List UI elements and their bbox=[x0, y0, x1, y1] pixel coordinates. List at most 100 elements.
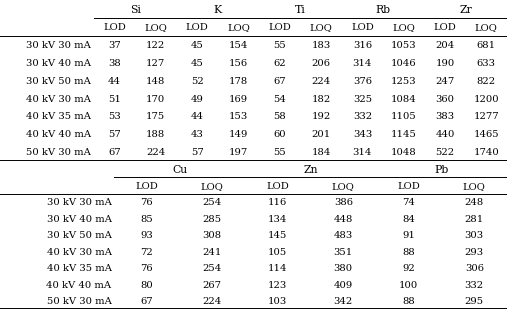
Text: 40 kV 40 mA: 40 kV 40 mA bbox=[47, 281, 112, 290]
Text: 50 kV 30 mA: 50 kV 30 mA bbox=[26, 148, 91, 157]
Text: 55: 55 bbox=[273, 148, 286, 157]
Text: 60: 60 bbox=[273, 130, 286, 139]
Text: 92: 92 bbox=[403, 264, 415, 273]
Text: 247: 247 bbox=[436, 77, 455, 86]
Text: 380: 380 bbox=[334, 264, 353, 273]
Text: 40 kV 40 mA: 40 kV 40 mA bbox=[26, 130, 91, 139]
Text: 184: 184 bbox=[311, 148, 331, 157]
Text: 241: 241 bbox=[203, 248, 222, 257]
Text: LOQ: LOQ bbox=[463, 182, 486, 191]
Text: 170: 170 bbox=[146, 95, 165, 104]
Text: 45: 45 bbox=[191, 41, 203, 50]
Text: 281: 281 bbox=[464, 215, 484, 224]
Text: 1048: 1048 bbox=[391, 148, 417, 157]
Text: 316: 316 bbox=[353, 41, 372, 50]
Text: LOQ: LOQ bbox=[392, 23, 415, 32]
Text: 332: 332 bbox=[465, 281, 484, 290]
Text: 248: 248 bbox=[464, 198, 484, 207]
Text: 343: 343 bbox=[353, 130, 372, 139]
Text: 91: 91 bbox=[403, 231, 415, 240]
Text: 62: 62 bbox=[273, 59, 286, 68]
Text: 76: 76 bbox=[140, 198, 153, 207]
Text: 100: 100 bbox=[399, 281, 418, 290]
Text: 93: 93 bbox=[140, 231, 153, 240]
Text: Pb: Pb bbox=[434, 165, 449, 175]
Text: 342: 342 bbox=[334, 297, 353, 306]
Text: 308: 308 bbox=[203, 231, 222, 240]
Text: 1200: 1200 bbox=[474, 95, 499, 104]
Text: 351: 351 bbox=[334, 248, 353, 257]
Text: 182: 182 bbox=[311, 95, 331, 104]
Text: 190: 190 bbox=[436, 59, 455, 68]
Text: 30 kV 30 mA: 30 kV 30 mA bbox=[26, 41, 91, 50]
Text: 57: 57 bbox=[191, 148, 203, 157]
Text: 105: 105 bbox=[268, 248, 287, 257]
Text: 85: 85 bbox=[140, 215, 153, 224]
Text: 72: 72 bbox=[140, 248, 153, 257]
Text: 332: 332 bbox=[353, 112, 372, 121]
Text: 30 kV 40 mA: 30 kV 40 mA bbox=[26, 59, 91, 68]
Text: 224: 224 bbox=[146, 148, 165, 157]
Text: LOQ: LOQ bbox=[227, 23, 250, 32]
Text: 156: 156 bbox=[229, 59, 248, 68]
Text: 1046: 1046 bbox=[391, 59, 417, 68]
Text: 183: 183 bbox=[311, 41, 331, 50]
Text: 303: 303 bbox=[465, 231, 484, 240]
Text: 175: 175 bbox=[146, 112, 165, 121]
Text: 49: 49 bbox=[191, 95, 203, 104]
Text: 67: 67 bbox=[273, 77, 286, 86]
Text: 67: 67 bbox=[108, 148, 121, 157]
Text: 254: 254 bbox=[203, 264, 222, 273]
Text: 154: 154 bbox=[229, 41, 248, 50]
Text: Si: Si bbox=[130, 5, 140, 15]
Text: LOD: LOD bbox=[433, 23, 456, 32]
Text: 192: 192 bbox=[311, 112, 331, 121]
Text: 80: 80 bbox=[140, 281, 153, 290]
Text: 40 kV 30 mA: 40 kV 30 mA bbox=[47, 248, 112, 257]
Text: 127: 127 bbox=[146, 59, 165, 68]
Text: 1740: 1740 bbox=[474, 148, 499, 157]
Text: 440: 440 bbox=[436, 130, 455, 139]
Text: 204: 204 bbox=[436, 41, 455, 50]
Text: 1105: 1105 bbox=[391, 112, 417, 121]
Text: 37: 37 bbox=[108, 41, 121, 50]
Text: Cu: Cu bbox=[172, 165, 187, 175]
Text: 58: 58 bbox=[273, 112, 286, 121]
Text: 76: 76 bbox=[140, 264, 153, 273]
Text: 30 kV 50 mA: 30 kV 50 mA bbox=[47, 231, 112, 240]
Text: LOD: LOD bbox=[397, 182, 420, 191]
Text: 633: 633 bbox=[477, 59, 496, 68]
Text: Zr: Zr bbox=[459, 5, 472, 15]
Text: 51: 51 bbox=[108, 95, 121, 104]
Text: 40 kV 35 mA: 40 kV 35 mA bbox=[47, 264, 112, 273]
Text: 254: 254 bbox=[203, 198, 222, 207]
Text: 1253: 1253 bbox=[391, 77, 417, 86]
Text: 55: 55 bbox=[273, 41, 286, 50]
Text: 224: 224 bbox=[311, 77, 331, 86]
Text: LOQ: LOQ bbox=[475, 23, 498, 32]
Text: 145: 145 bbox=[268, 231, 287, 240]
Text: 224: 224 bbox=[203, 297, 222, 306]
Text: 30 kV 40 mA: 30 kV 40 mA bbox=[47, 215, 112, 224]
Text: 376: 376 bbox=[353, 77, 372, 86]
Text: Rb: Rb bbox=[376, 5, 390, 15]
Text: 88: 88 bbox=[403, 248, 415, 257]
Text: 114: 114 bbox=[268, 264, 287, 273]
Text: 206: 206 bbox=[312, 59, 331, 68]
Text: LOD: LOD bbox=[135, 182, 158, 191]
Text: 188: 188 bbox=[146, 130, 165, 139]
Text: 1084: 1084 bbox=[391, 95, 417, 104]
Text: LOD: LOD bbox=[351, 23, 374, 32]
Text: 53: 53 bbox=[108, 112, 121, 121]
Text: 360: 360 bbox=[436, 95, 454, 104]
Text: 30 kV 30 mA: 30 kV 30 mA bbox=[47, 198, 112, 207]
Text: LOD: LOD bbox=[103, 23, 126, 32]
Text: 1465: 1465 bbox=[474, 130, 499, 139]
Text: 285: 285 bbox=[203, 215, 222, 224]
Text: 822: 822 bbox=[477, 77, 496, 86]
Text: 169: 169 bbox=[229, 95, 248, 104]
Text: 295: 295 bbox=[465, 297, 484, 306]
Text: 178: 178 bbox=[229, 77, 248, 86]
Text: 681: 681 bbox=[477, 41, 496, 50]
Text: LOD: LOD bbox=[266, 182, 289, 191]
